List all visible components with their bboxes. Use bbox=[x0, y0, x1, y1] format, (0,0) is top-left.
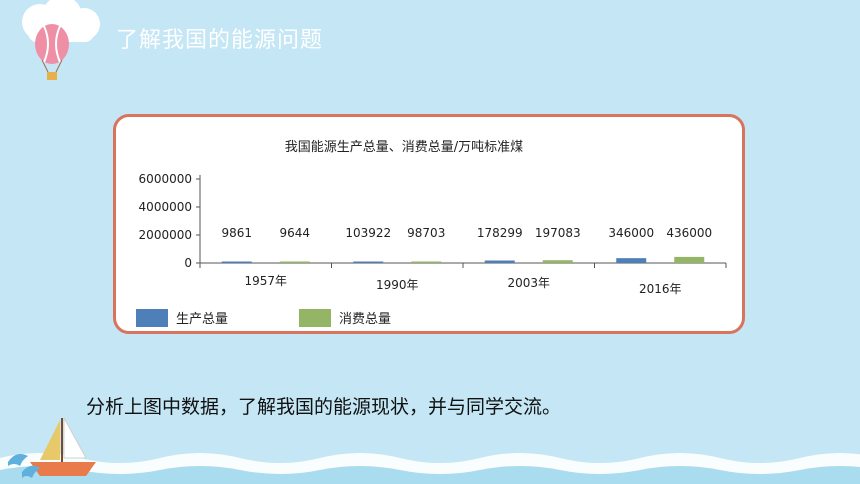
bar-consumption bbox=[542, 260, 573, 263]
wave-icon bbox=[0, 453, 860, 484]
x-tick-label: 1957年 bbox=[244, 274, 287, 288]
legend-swatch-production bbox=[136, 309, 168, 327]
bar-production bbox=[484, 260, 515, 263]
bar-consumption bbox=[674, 256, 705, 263]
chart-title: 我国能源生产总量、消费总量/万吨标准煤 bbox=[285, 140, 523, 155]
sailboat-icon bbox=[30, 417, 96, 476]
bar-production bbox=[616, 258, 647, 263]
hot-air-balloon-icon bbox=[35, 24, 69, 80]
decoration-top-left bbox=[22, 0, 100, 80]
data-label: 178299 bbox=[477, 226, 523, 240]
x-tick-label: 2003年 bbox=[507, 276, 550, 290]
data-label: 9861 bbox=[221, 226, 252, 240]
chart: 我国能源生产总量、消费总量/万吨标准煤 6000000 4000000 200000… bbox=[136, 140, 727, 327]
y-tick-label: 2000000 bbox=[139, 228, 192, 242]
legend-label: 消费总量 bbox=[339, 312, 391, 327]
y-tick-label: 0 bbox=[184, 256, 192, 270]
chart-card: 我国能源生产总量、消费总量/万吨标准煤 6000000 4000000 200000… bbox=[113, 114, 745, 334]
bar-consumption bbox=[279, 261, 310, 263]
bar-consumption bbox=[411, 261, 442, 263]
data-label: 436000 bbox=[666, 226, 712, 240]
dolphin-icon bbox=[8, 454, 40, 478]
body-text: 分析上图中数据，了解我国的能源现状，并与同学交流。 bbox=[86, 396, 562, 418]
slide-title: 了解我国的能源问题 bbox=[116, 28, 324, 53]
legend: 生产总量 消费总量 bbox=[136, 309, 391, 327]
y-tick-label: 4000000 bbox=[139, 200, 192, 214]
data-label: 103922 bbox=[345, 226, 391, 240]
y-tick-label: 6000000 bbox=[139, 172, 192, 186]
data-label: 98703 bbox=[407, 226, 445, 240]
bar-production bbox=[221, 261, 252, 263]
legend-swatch-consumption bbox=[299, 309, 331, 327]
data-label: 9644 bbox=[279, 226, 310, 240]
x-tick-label: 1990年 bbox=[376, 278, 419, 292]
bars: 9861 103922 178299 346000 9644 98703 197083 436… bbox=[221, 226, 712, 263]
data-label: 197083 bbox=[535, 226, 581, 240]
legend-label: 生产总量 bbox=[176, 312, 228, 327]
x-tick-label: 2016年 bbox=[639, 282, 682, 296]
bar-production bbox=[353, 261, 384, 263]
data-label: 346000 bbox=[608, 226, 654, 240]
y-axis: 6000000 4000000 2000000 0 bbox=[139, 172, 201, 270]
